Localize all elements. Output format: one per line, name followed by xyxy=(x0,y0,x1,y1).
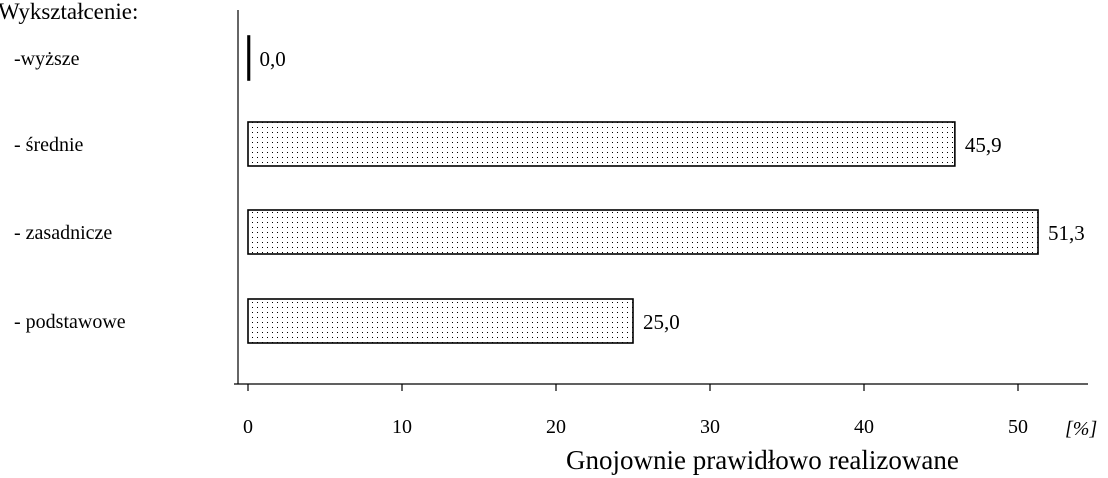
bar xyxy=(247,209,1039,255)
value-label: 51,3 xyxy=(1048,221,1085,245)
bar xyxy=(247,298,634,344)
bar xyxy=(247,35,251,81)
value-label: 45,9 xyxy=(965,133,1002,157)
bars xyxy=(247,35,1039,344)
category-label: -wyższe xyxy=(14,48,80,70)
bar xyxy=(247,121,956,167)
x-tick-label: 30 xyxy=(700,416,720,438)
x-tick-label: 40 xyxy=(854,416,874,438)
x-ticks: 0 10 20 30 40 50 xyxy=(243,384,1028,438)
value-labels: 0,0 45,9 51,3 25,0 xyxy=(260,47,1085,334)
value-label: 0,0 xyxy=(260,47,286,71)
x-tick-label: 0 xyxy=(243,416,253,438)
axes xyxy=(234,10,1088,385)
category-labels: -wyższe - średnie - zasadnicze - podstawowe xyxy=(14,48,126,333)
x-tick-label: 10 xyxy=(392,416,412,438)
x-unit-label: [%] xyxy=(1065,418,1097,440)
value-label: 25,0 xyxy=(643,310,680,334)
x-tick-label: 50 xyxy=(1008,416,1028,438)
chart-title: Wykształcenie: xyxy=(0,0,138,24)
category-label: - podstawowe xyxy=(14,311,126,333)
category-label: - średnie xyxy=(14,134,84,156)
x-tick-label: 20 xyxy=(546,416,566,438)
x-axis-title: Gnojownie prawidłowo realizowane xyxy=(566,445,959,475)
category-label: - zasadnicze xyxy=(14,222,112,244)
